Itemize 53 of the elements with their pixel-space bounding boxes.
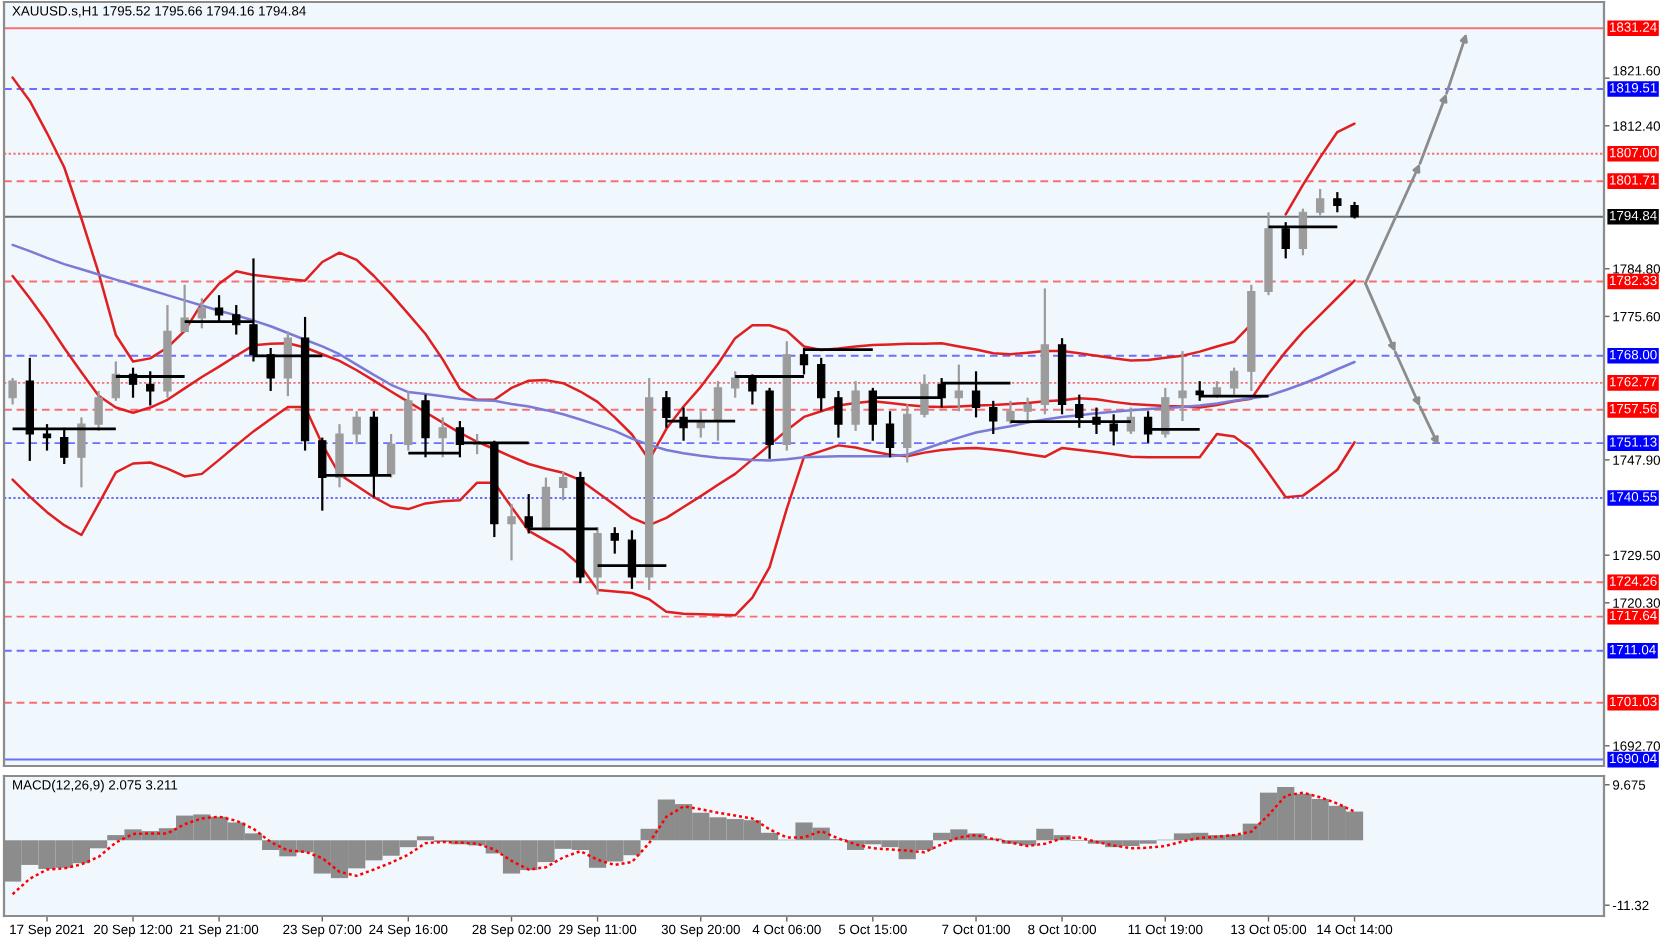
candlestick — [146, 370, 155, 407]
candlestick — [748, 373, 757, 406]
candlestick — [1161, 386, 1170, 439]
candlestick — [352, 410, 361, 446]
line-series — [11, 274, 1356, 527]
candlestick — [1023, 396, 1032, 423]
candlestick — [1315, 187, 1325, 217]
candlestick — [180, 283, 189, 333]
candlestick — [8, 376, 17, 406]
candlestick — [507, 502, 516, 562]
candlestick — [1229, 366, 1239, 396]
candlestick — [903, 403, 912, 464]
line-series — [11, 791, 1356, 896]
candlestick — [989, 399, 998, 436]
candlestick — [1109, 413, 1118, 447]
candlestick — [1075, 393, 1084, 429]
candlestick — [404, 389, 413, 452]
candlestick — [42, 423, 52, 452]
candlestick — [662, 389, 671, 429]
line-series — [11, 243, 1356, 462]
candlestick — [937, 376, 946, 409]
candlestick — [920, 373, 929, 419]
candlestick — [197, 297, 207, 330]
candlestick — [817, 356, 826, 413]
candlestick — [438, 416, 447, 459]
candlestick — [558, 470, 568, 502]
candlestick — [834, 389, 843, 439]
candlestick — [60, 426, 69, 466]
candlestick — [1143, 410, 1153, 444]
candlestick — [1195, 380, 1204, 402]
candlestick — [799, 346, 809, 376]
candlestick — [77, 416, 86, 489]
candlestick — [593, 526, 602, 596]
candlestick — [885, 410, 895, 459]
line-series — [11, 405, 1356, 617]
candlestick — [610, 526, 619, 555]
candlestick — [954, 363, 964, 413]
candlestick — [1126, 406, 1136, 436]
candlestick — [851, 380, 860, 432]
candlestick — [1333, 190, 1342, 214]
candlestick — [1178, 350, 1187, 423]
candlestick — [266, 346, 275, 393]
candlestick — [971, 370, 981, 419]
candlestick — [318, 436, 327, 512]
candlestick — [386, 432, 396, 479]
candlestick — [731, 370, 740, 399]
candlestick — [868, 386, 877, 442]
candlestick — [713, 380, 723, 442]
candlestick — [335, 423, 344, 489]
candlestick — [455, 419, 465, 459]
candlestick — [94, 389, 103, 432]
candlestick — [1006, 399, 1015, 426]
candlestick — [421, 393, 430, 459]
